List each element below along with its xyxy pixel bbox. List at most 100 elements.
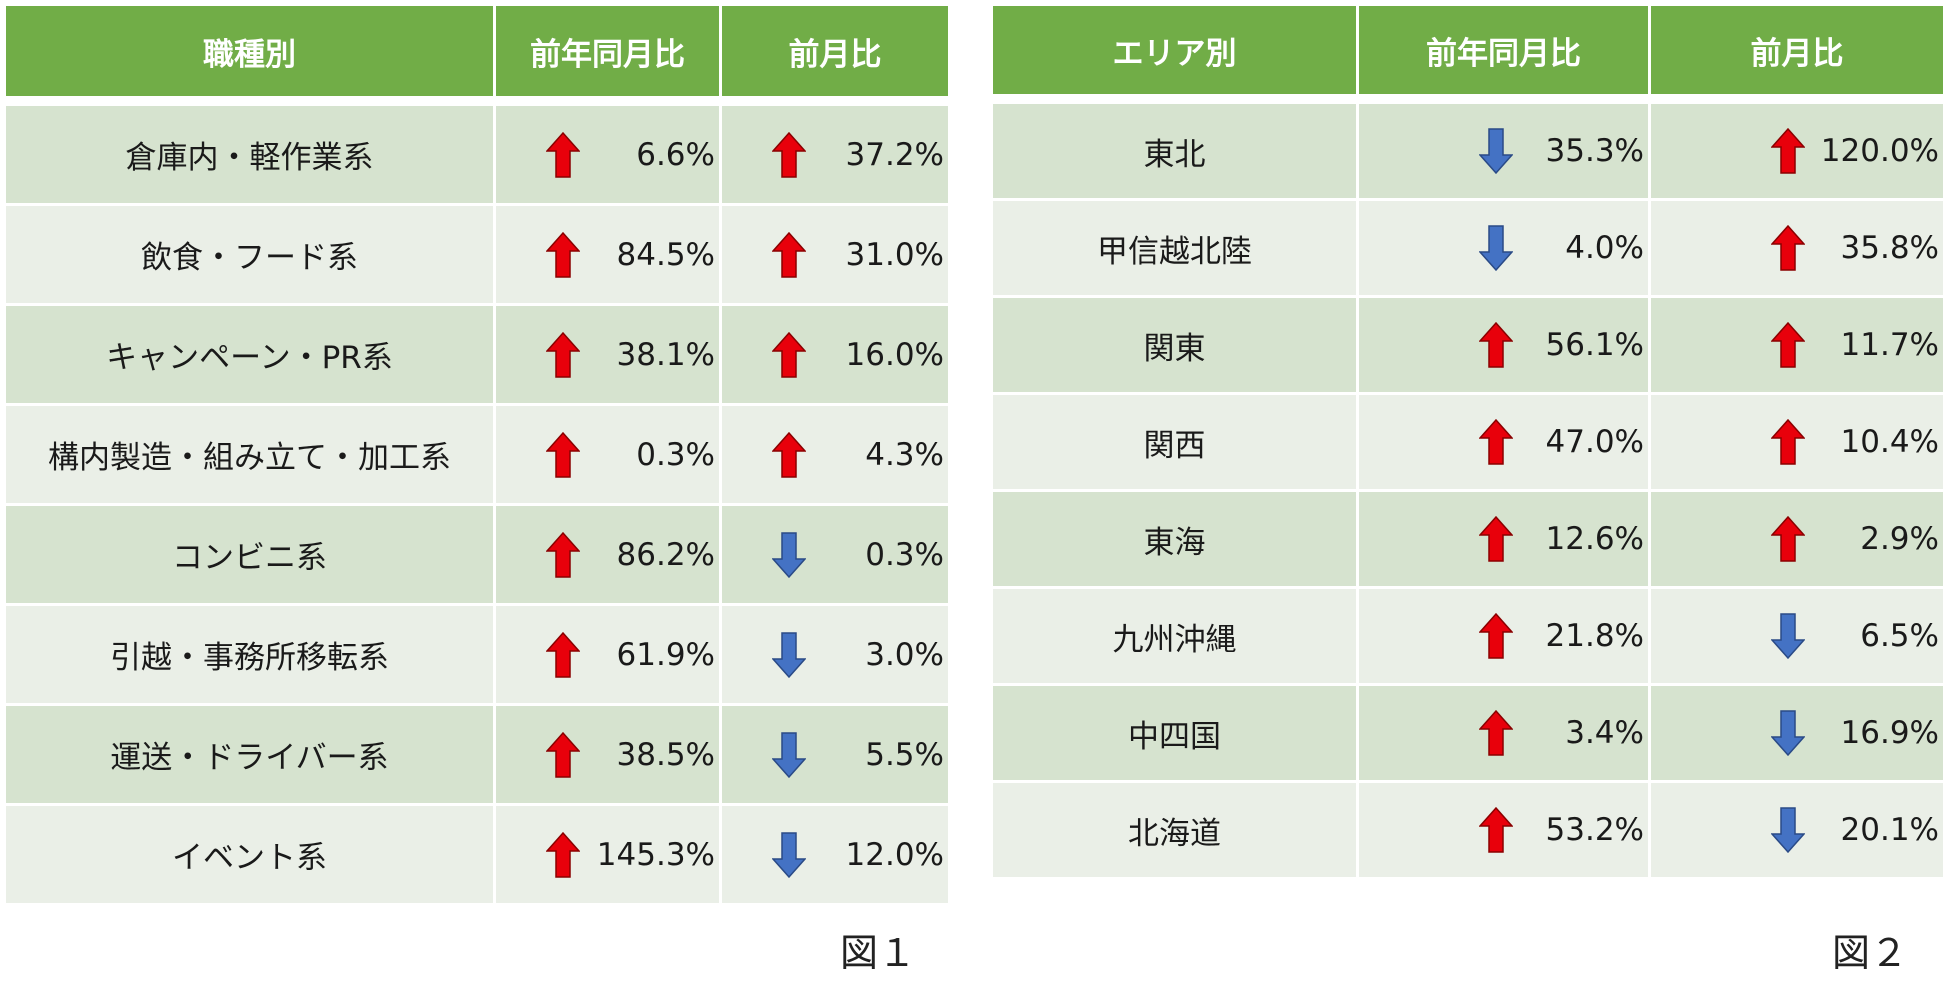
yoy-cell: 53.2% — [1359, 783, 1651, 880]
arrow-down-icon — [1771, 710, 1805, 756]
table-row: 甲信越北陸 4.0% 35.8% — [993, 201, 1943, 298]
table-row: 東北 35.3% 120.0% — [993, 104, 1943, 201]
table-row: 関東 56.1% 11.7% — [993, 298, 1943, 395]
mom-cell: 35.8% — [1651, 201, 1943, 298]
yoy-cell: 56.1% — [1359, 298, 1651, 395]
row-label: コンビニ系 — [6, 506, 496, 606]
mom-cell: 16.9% — [1651, 686, 1943, 783]
row-label: 構内製造・組み立て・加工系 — [6, 406, 496, 506]
table-row: 九州沖縄 21.8% 6.5% — [993, 589, 1943, 686]
mom-value: 16.9% — [1840, 715, 1939, 751]
figure-caption-1: 図１ — [840, 931, 917, 975]
row-label: イベント系 — [6, 806, 496, 906]
area-table: エリア別 前年同月比 前月比 東北 35.3% 120.0% 甲信越北陸 4.0% 35.… — [993, 6, 1943, 880]
yoy-value: 145.3% — [596, 836, 715, 873]
mom-cell: 37.2% — [722, 106, 948, 206]
yoy-value: 6.6% — [636, 136, 715, 173]
yoy-cell: 145.3% — [496, 806, 722, 906]
header-area: エリア別 — [993, 6, 1359, 104]
table-row: 北海道 53.2% 20.1% — [993, 783, 1943, 880]
arrow-up-icon — [1771, 516, 1805, 562]
arrow-up-icon — [772, 231, 806, 278]
arrow-up-icon — [546, 631, 580, 678]
arrow-down-icon — [772, 531, 806, 578]
arrow-up-icon — [1479, 419, 1513, 465]
mom-cell: 3.0% — [722, 606, 948, 706]
mom-value: 2.9% — [1860, 521, 1939, 557]
table-row: 中四国 3.4% 16.9% — [993, 686, 1943, 783]
area-table-body: 東北 35.3% 120.0% 甲信越北陸 4.0% 35.8% 関東 56.1% 11.7% 関… — [993, 104, 1943, 880]
yoy-value: 21.8% — [1545, 618, 1644, 654]
arrow-up-icon — [1479, 710, 1513, 756]
mom-cell: 16.0% — [722, 306, 948, 406]
yoy-cell: 3.4% — [1359, 686, 1651, 783]
mom-value: 10.4% — [1840, 424, 1939, 460]
arrow-up-icon — [546, 831, 580, 878]
yoy-value: 0.3% — [636, 436, 715, 473]
mom-cell: 31.0% — [722, 206, 948, 306]
arrow-up-icon — [1771, 322, 1805, 368]
yoy-cell: 21.8% — [1359, 589, 1651, 686]
mom-cell: 0.3% — [722, 506, 948, 606]
arrow-up-icon — [1479, 613, 1513, 659]
arrow-down-icon — [772, 731, 806, 778]
arrow-down-icon — [1771, 807, 1805, 853]
header-job-type: 職種別 — [6, 6, 496, 106]
yoy-cell: 86.2% — [496, 506, 722, 606]
row-label: 関東 — [993, 298, 1359, 395]
mom-value: 37.2% — [845, 136, 944, 173]
header-yoy: 前年同月比 — [1359, 6, 1651, 104]
mom-value: 120.0% — [1820, 133, 1939, 169]
yoy-cell: 38.5% — [496, 706, 722, 806]
mom-value: 11.7% — [1840, 327, 1939, 363]
mom-value: 5.5% — [865, 736, 944, 773]
arrow-down-icon — [1479, 128, 1513, 174]
header-yoy: 前年同月比 — [496, 6, 722, 106]
row-label: 東海 — [993, 492, 1359, 589]
arrow-down-icon — [772, 631, 806, 678]
table-row: キャンペーン・PR系 38.1% 16.0% — [6, 306, 948, 406]
yoy-value: 3.4% — [1565, 715, 1644, 751]
mom-value: 3.0% — [865, 636, 944, 673]
figure-caption-2: 図２ — [1832, 931, 1909, 975]
table-row: 東海 12.6% 2.9% — [993, 492, 1943, 589]
yoy-value: 86.2% — [616, 536, 715, 573]
table-header-row: 職種別 前年同月比 前月比 — [6, 6, 948, 106]
row-label: 北海道 — [993, 783, 1359, 880]
yoy-value: 47.0% — [1545, 424, 1644, 460]
row-label: 九州沖縄 — [993, 589, 1359, 686]
job-type-table: 職種別 前年同月比 前月比 倉庫内・軽作業系 6.6% 37.2% 飲食・フード系 84… — [6, 6, 948, 906]
yoy-cell: 4.0% — [1359, 201, 1651, 298]
row-label: キャンペーン・PR系 — [6, 306, 496, 406]
arrow-up-icon — [546, 331, 580, 378]
arrow-up-icon — [1771, 419, 1805, 465]
row-label: 飲食・フード系 — [6, 206, 496, 306]
mom-cell: 6.5% — [1651, 589, 1943, 686]
arrow-up-icon — [546, 231, 580, 278]
mom-cell: 20.1% — [1651, 783, 1943, 880]
arrow-down-icon — [1771, 613, 1805, 659]
arrow-up-icon — [772, 331, 806, 378]
mom-cell: 12.0% — [722, 806, 948, 906]
yoy-value: 53.2% — [1545, 812, 1644, 848]
yoy-cell: 6.6% — [496, 106, 722, 206]
mom-cell: 4.3% — [722, 406, 948, 506]
row-label: 引越・事務所移転系 — [6, 606, 496, 706]
yoy-value: 4.0% — [1565, 230, 1644, 266]
yoy-cell: 35.3% — [1359, 104, 1651, 201]
table-row: 飲食・フード系 84.5% 31.0% — [6, 206, 948, 306]
table-row: 構内製造・組み立て・加工系 0.3% 4.3% — [6, 406, 948, 506]
yoy-cell: 0.3% — [496, 406, 722, 506]
mom-cell: 11.7% — [1651, 298, 1943, 395]
arrow-up-icon — [1479, 322, 1513, 368]
table-row: 引越・事務所移転系 61.9% 3.0% — [6, 606, 948, 706]
arrow-up-icon — [1479, 516, 1513, 562]
yoy-cell: 47.0% — [1359, 395, 1651, 492]
mom-value: 35.8% — [1840, 230, 1939, 266]
arrow-down-icon — [772, 831, 806, 878]
mom-value: 31.0% — [845, 236, 944, 273]
arrow-up-icon — [546, 131, 580, 178]
row-label: 関西 — [993, 395, 1359, 492]
mom-value: 6.5% — [1860, 618, 1939, 654]
yoy-value: 12.6% — [1545, 521, 1644, 557]
